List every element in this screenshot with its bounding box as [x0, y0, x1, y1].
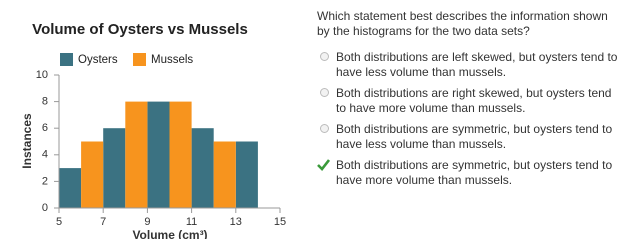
y-tick-label: 4 — [42, 149, 48, 161]
bar — [125, 101, 148, 208]
y-axis-title: Instances — [20, 113, 34, 169]
bar — [59, 168, 82, 208]
x-axis-title: Volume (cm³) — [132, 228, 207, 239]
bar — [213, 141, 236, 208]
y-tick-label: 0 — [42, 202, 48, 214]
option[interactable]: Both distributions are left skewed, but … — [317, 50, 618, 79]
bar — [81, 141, 104, 208]
option-text: Both distributions are right skewed, but… — [336, 86, 612, 115]
legend-label: Mussels — [151, 54, 193, 66]
bar — [103, 128, 126, 208]
radio[interactable] — [320, 88, 329, 97]
options: Both distributions are left skewed, but … — [317, 50, 617, 187]
bar — [235, 141, 258, 208]
chart-title: Volume of Oysters vs Mussels — [32, 21, 248, 38]
bar — [169, 101, 192, 208]
x-tick-label: 13 — [230, 216, 242, 228]
legend-swatch — [60, 53, 73, 66]
radio[interactable] — [320, 124, 329, 133]
check-icon — [317, 159, 330, 171]
chart: Volume of Oysters vs Mussels Volume (cm³… — [20, 21, 286, 239]
quiz: Which statement best describes the infor… — [317, 9, 617, 194]
legend-label: Oysters — [78, 54, 118, 66]
x-tick-label: 9 — [144, 216, 150, 228]
x-tick-label: 11 — [186, 216, 197, 228]
option-text: Both distributions are left skewed, but … — [336, 50, 618, 79]
radio[interactable] — [320, 52, 329, 61]
x-tick-label: 5 — [56, 216, 62, 228]
y-tick-label: 10 — [36, 69, 48, 81]
y-tick-label: 2 — [42, 175, 48, 187]
y-tick-label: 6 — [42, 122, 48, 134]
bar — [147, 101, 170, 208]
option[interactable]: Both distributions are symmetric, but oy… — [317, 122, 618, 151]
legend-swatch — [133, 53, 146, 66]
x-tick-label: 15 — [274, 216, 286, 228]
bar — [191, 128, 214, 208]
option-text: Both distributions are symmetric, but oy… — [336, 158, 613, 187]
option[interactable]: Both distributions are right skewed, but… — [317, 86, 618, 115]
y-tick-label: 8 — [42, 96, 48, 108]
option[interactable]: Both distributions are symmetric, but oy… — [317, 158, 618, 187]
question: Which statement best describes the infor… — [317, 9, 608, 38]
option-text: Both distributions are symmetric, but oy… — [336, 122, 613, 151]
x-tick-label: 7 — [100, 216, 106, 228]
